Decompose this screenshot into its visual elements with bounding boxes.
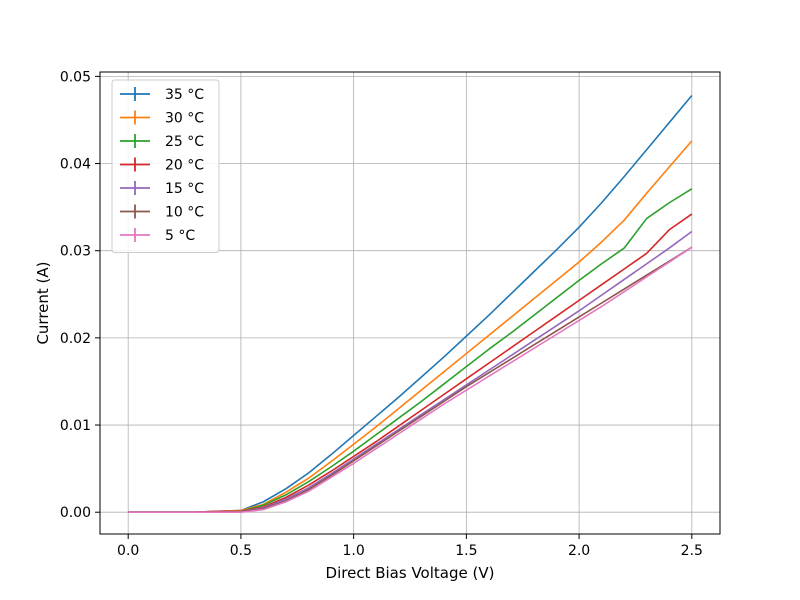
- x-tick-label: 2.5: [681, 543, 703, 559]
- series-line-6: [128, 246, 693, 514]
- series-lines: [128, 95, 693, 514]
- plot-frame: [99, 71, 721, 535]
- legend-item: 35 °C: [120, 87, 204, 103]
- grid-lines: [100, 72, 720, 534]
- axis-ticks: 0.0 0.5 1.0 1.5 2.0 2.5 0.00 0.01 0.02 0.03 0.04 0.…: [60, 69, 703, 559]
- legend-label: 5 °C: [165, 228, 195, 244]
- legend-label: 10 °C: [165, 205, 204, 221]
- legend-label: 20 °C: [165, 158, 204, 174]
- legend-item: 15 °C: [120, 181, 204, 197]
- y-tick-label: 0.05: [60, 69, 91, 85]
- y-tick-label: 0.00: [60, 505, 91, 521]
- legend-item: 5 °C: [120, 228, 195, 244]
- x-tick-label: 2.0: [568, 543, 590, 559]
- x-tick-label: 0.0: [117, 543, 139, 559]
- x-tick-label: 0.5: [230, 543, 252, 559]
- legend-item: 30 °C: [120, 110, 204, 127]
- legend-item: 10 °C: [120, 204, 204, 221]
- y-axis-label: Current (A): [34, 261, 52, 344]
- x-tick-label: 1.5: [455, 543, 477, 559]
- y-tick-label: 0.03: [60, 244, 91, 260]
- y-tick-label: 0.04: [60, 157, 91, 173]
- y-tick-label: 0.01: [60, 418, 91, 434]
- legend-label: 35 °C: [165, 87, 204, 103]
- y-tick-label: 0.02: [60, 331, 91, 347]
- legend-item: 20 °C: [120, 157, 204, 174]
- legend-label: 30 °C: [165, 111, 204, 127]
- legend-label: 25 °C: [165, 134, 204, 150]
- legend: 35 °C 30 °C 25 °C 20 °C 15 °C 10 °C 5 °C: [111, 79, 220, 253]
- legend-item: 25 °C: [120, 134, 204, 150]
- legend-box: [111, 79, 220, 253]
- legend-label: 15 °C: [165, 181, 204, 197]
- x-tick-label: 1.0: [343, 543, 365, 559]
- x-axis-label: Direct Bias Voltage (V): [326, 564, 495, 582]
